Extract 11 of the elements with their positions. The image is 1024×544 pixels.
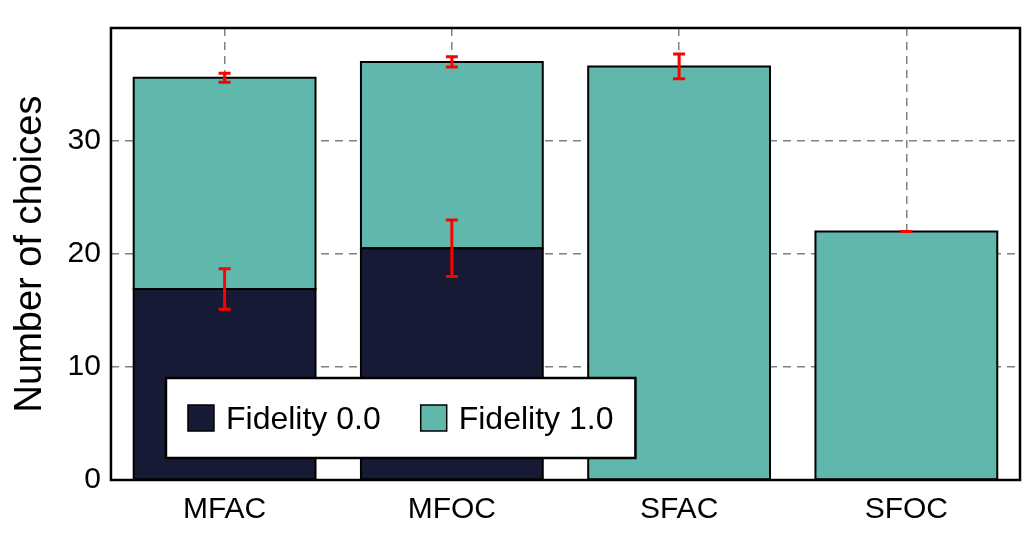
legend-label: Fidelity 1.0: [458, 399, 614, 436]
x-tick-label: SFAC: [639, 491, 719, 525]
y-tick-label: 20: [67, 235, 101, 269]
y-tick-label: 10: [67, 348, 101, 382]
y-axis-title: Number of choices: [7, 95, 50, 413]
x-tick-label: SFOC: [864, 491, 949, 525]
y-tick-label: 0: [84, 461, 101, 495]
y-tick-label: 30: [67, 122, 101, 156]
legend-label: Fidelity 0.0: [225, 399, 381, 436]
x-tick-label: MFOC: [407, 491, 497, 525]
x-tick-label: MFAC: [182, 491, 267, 525]
